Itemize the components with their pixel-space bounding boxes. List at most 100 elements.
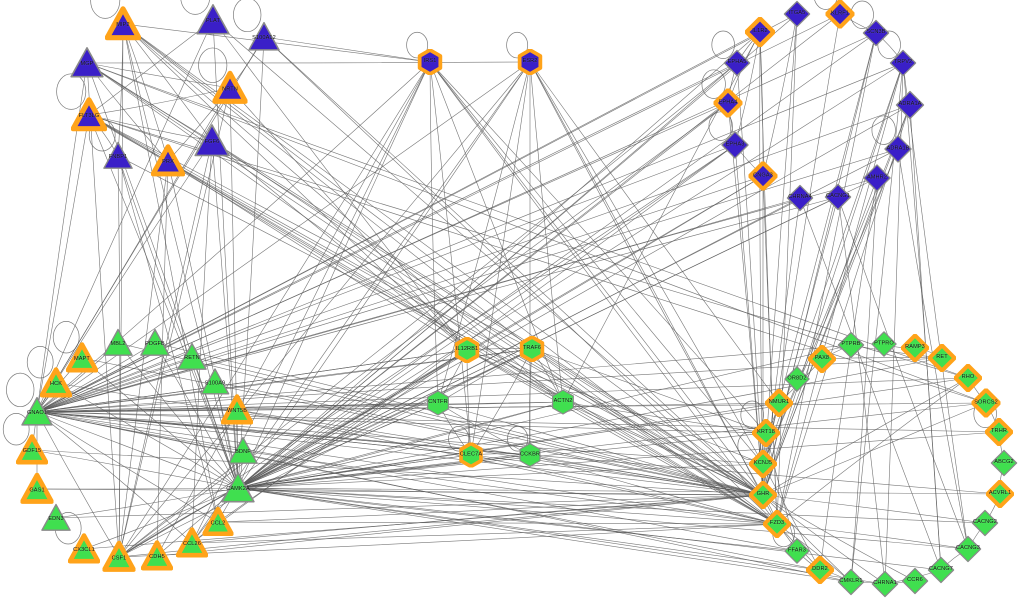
graph-node-chrna4[interactable]: CHRNA4 bbox=[786, 184, 814, 212]
graph-node-s100a9[interactable]: S100A9 bbox=[200, 367, 231, 398]
graph-node-nmur1[interactable]: NMUR1 bbox=[765, 389, 793, 417]
graph-node-ret[interactable]: RET bbox=[928, 344, 956, 372]
graph-node-cntfr[interactable]: CNTFR bbox=[425, 390, 451, 416]
graph-node-prx[interactable]: PRX bbox=[151, 144, 185, 178]
graph-edge bbox=[117, 155, 764, 496]
graph-node-fgf6[interactable]: FGF6 bbox=[193, 122, 231, 160]
graph-node-krt18[interactable]: KRT18 bbox=[752, 419, 780, 447]
graph-self-loop bbox=[6, 372, 35, 408]
graph-edge bbox=[776, 32, 877, 525]
graph-node-gnao1[interactable]: GNAO1 bbox=[20, 395, 54, 429]
graph-edge bbox=[429, 61, 439, 404]
graph-edge bbox=[31, 449, 764, 496]
graph-node-plat[interactable]: PLAT bbox=[195, 2, 231, 38]
graph-node-cmklr1[interactable]: CMKLR1 bbox=[837, 568, 865, 596]
diamond-glyph bbox=[825, 0, 855, 29]
graph-node-cdh5[interactable]: CDH5 bbox=[141, 540, 173, 572]
graph-node-il12rb1[interactable]: IL12RB1 bbox=[454, 337, 480, 363]
graph-node-mbl2[interactable]: MBL2 bbox=[102, 327, 134, 359]
graph-node-s100a12[interactable]: S100A12 bbox=[247, 20, 281, 54]
graph-node-csf1[interactable]: CSF1 bbox=[102, 540, 136, 574]
graph-node-ghr[interactable]: GHR bbox=[749, 481, 777, 509]
graph-self-loop bbox=[180, 0, 210, 15]
graph-node-gas1[interactable]: GAS1 bbox=[20, 472, 54, 506]
graph-node-fzd3[interactable]: FZD3 bbox=[763, 510, 791, 538]
graph-node-cnga3[interactable]: CNGA3 bbox=[748, 161, 778, 191]
graph-node-klrf1[interactable]: KLRF1 bbox=[825, 0, 855, 29]
graph-node-bdnf[interactable]: BDNF bbox=[227, 435, 259, 467]
graph-node-adra1b[interactable]: ADRA1B bbox=[884, 135, 913, 164]
graph-node-amhr2[interactable]: AMHR2 bbox=[863, 164, 892, 193]
graph-edge bbox=[81, 357, 239, 489]
graph-node-adra1a[interactable]: ADRA1A bbox=[895, 90, 925, 120]
graph-edge bbox=[36, 197, 801, 413]
graph-edge bbox=[776, 523, 969, 550]
graph-node-chrna1[interactable]: CHRNA1 bbox=[871, 570, 899, 598]
graph-node-scn3b[interactable]: SCN3B bbox=[862, 19, 890, 47]
graph-edge bbox=[237, 62, 904, 489]
graph-node-edn3[interactable]: EDN3 bbox=[40, 502, 72, 534]
graph-edge bbox=[237, 102, 729, 489]
graph-node-cx3cl1[interactable]: CX3CL1 bbox=[68, 533, 100, 565]
graph-node-pdgfb[interactable]: PDGFB bbox=[139, 327, 171, 359]
graph-node-cacng3[interactable]: CACNG3 bbox=[954, 535, 982, 563]
hexagon-glyph bbox=[519, 442, 541, 468]
graph-node-ccl26[interactable]: CCL26 bbox=[176, 527, 208, 559]
graph-edge bbox=[122, 23, 239, 489]
graph-node-epha4[interactable]: EPHA4 bbox=[713, 88, 743, 118]
graph-node-gdf15[interactable]: GDF15 bbox=[16, 434, 48, 466]
graph-node-mip2[interactable]: MIP2 bbox=[105, 6, 141, 42]
graph-node-ptpro[interactable]: PTPRO bbox=[871, 331, 898, 358]
graph-node-cckbr[interactable]: CCKBR bbox=[518, 442, 543, 468]
graph-node-ramp3[interactable]: RAMP3 bbox=[901, 334, 929, 362]
graph-node-wnt5b[interactable]: WNT5B bbox=[221, 394, 253, 426]
graph-node-irs1[interactable]: IRS1 bbox=[417, 49, 443, 75]
graph-node-esr2[interactable]: ESR2 bbox=[517, 49, 543, 75]
graph-node-camk2a[interactable]: CAMK2A bbox=[220, 470, 256, 506]
graph-node-mgp[interactable]: MGP bbox=[69, 45, 105, 81]
graph-node-nrtn[interactable]: NRTN bbox=[212, 70, 248, 106]
graph-edge bbox=[237, 454, 472, 489]
graph-edge bbox=[122, 23, 533, 350]
graph-edge bbox=[762, 177, 878, 496]
triangle-glyph bbox=[71, 97, 107, 132]
graph-edge bbox=[237, 487, 1001, 495]
graph-node-itga5[interactable]: ITGA5 bbox=[783, 0, 811, 28]
graph-node-epha5[interactable]: EPHA5 bbox=[723, 49, 751, 77]
graph-node-cacng1[interactable]: CACNG1 bbox=[824, 183, 852, 211]
graph-node-traf6[interactable]: TRAF6 bbox=[519, 336, 545, 362]
graph-node-cacng7[interactable]: CACNG7 bbox=[927, 556, 955, 584]
graph-edge bbox=[191, 356, 239, 489]
graph-edge bbox=[36, 377, 969, 413]
graph-node-sorcs2[interactable]: SORCS2 bbox=[971, 388, 1001, 418]
graph-edge bbox=[237, 357, 943, 489]
hexagon-glyph bbox=[417, 49, 443, 75]
graph-edge bbox=[86, 62, 764, 496]
graph-node-ddr2[interactable]: DDR2 bbox=[806, 556, 834, 584]
graph-node-actn2[interactable]: ACTN2 bbox=[550, 389, 576, 415]
graph-node-trpv2[interactable]: TRPV2 bbox=[889, 49, 917, 77]
graph-node-pax8[interactable]: PAX8 bbox=[808, 345, 836, 373]
graph-edge bbox=[36, 196, 839, 413]
graph-node-kcnj5[interactable]: KCNJ5 bbox=[749, 450, 777, 478]
graph-edge bbox=[237, 349, 468, 489]
graph-node-ptprb[interactable]: PTPRB bbox=[837, 331, 865, 359]
graph-edge bbox=[470, 454, 778, 525]
graph-edge bbox=[734, 144, 764, 496]
graph-edge bbox=[531, 348, 767, 434]
graph-node-il1r2[interactable]: IL1R2 bbox=[745, 17, 775, 47]
graph-node-trhr[interactable]: TRHR bbox=[985, 418, 1013, 446]
graph-edge bbox=[429, 61, 564, 403]
graph-node-fnbp1[interactable]: FNBP1 bbox=[102, 140, 134, 172]
graph-edge bbox=[263, 36, 764, 496]
graph-node-acvrl1[interactable]: ACVRL1 bbox=[986, 480, 1014, 508]
graph-node-cacng2[interactable]: CACNG2 bbox=[971, 509, 999, 537]
graph-edge bbox=[263, 36, 431, 63]
graph-node-epha3[interactable]: EPHA3 bbox=[721, 131, 750, 160]
triangle-glyph bbox=[200, 368, 230, 395]
graph-node-flt3lg[interactable]: FLT3LG bbox=[71, 97, 107, 133]
graph-node-abcg2[interactable]: ABCG2 bbox=[990, 449, 1018, 477]
triangle-glyph bbox=[228, 436, 258, 464]
graph-node-clec7a[interactable]: CLEC7A bbox=[459, 442, 484, 468]
graph-node-ccr6[interactable]: CCR6 bbox=[901, 567, 929, 595]
